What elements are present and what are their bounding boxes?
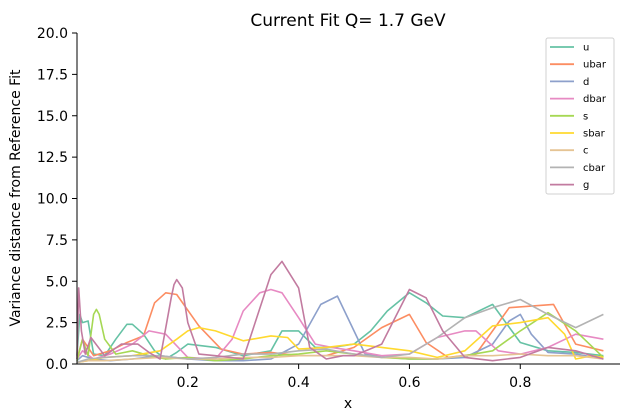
y-tick-label: 5.0: [46, 274, 68, 290]
y-tick-label: 2.5: [46, 316, 68, 332]
series-line-u: [76, 291, 604, 360]
x-tick-label: 0.2: [177, 375, 199, 391]
legend-label-sbar: sbar: [583, 129, 606, 140]
y-axis-label: Variance distance from Reference Fit: [8, 69, 24, 327]
y-tick-label: 17.5: [37, 67, 68, 83]
legend-label-c: c: [583, 146, 589, 157]
y-tick-label: 15.0: [37, 109, 68, 125]
x-axis-label: x: [344, 396, 352, 412]
legend-label-s: s: [583, 111, 588, 122]
y-tick-label: 0.0: [46, 357, 68, 373]
y-tick-label: 10.0: [37, 192, 68, 208]
y-tick-label: 20.0: [37, 26, 68, 42]
legend-label-cbar: cbar: [583, 163, 606, 174]
series-line-sbar: [76, 316, 604, 364]
legend: u ubar d dbar s sbar c cbar g: [545, 37, 615, 195]
y-tick-label: 7.5: [46, 233, 68, 249]
x-tick-label: 0.8: [509, 375, 531, 391]
legend-label-ubar: ubar: [583, 60, 607, 71]
series-line-c: [76, 353, 604, 364]
series-line-cbar: [76, 298, 604, 364]
x-axis-ticks: 0.2 0.4 0.6 0.8: [177, 364, 531, 391]
legend-frame: [545, 37, 615, 195]
series-layer: [76, 260, 604, 364]
series-line-ubar: [76, 291, 604, 360]
series-line-dbar: [76, 288, 604, 360]
y-tick-label: 12.5: [37, 150, 68, 166]
x-tick-label: 0.6: [398, 375, 420, 391]
chart-title: Current Fit Q= 1.7 GeV: [250, 11, 446, 31]
legend-label-dbar: dbar: [583, 94, 607, 105]
legend-label-d: d: [583, 77, 589, 88]
y-axis-ticks: 0.0 2.5 5.0 7.5 10.0 12.5 15.0 17.5 20.0: [37, 26, 77, 373]
legend-label-u: u: [583, 43, 589, 54]
legend-label-g: g: [583, 180, 589, 191]
series-line-g: [76, 260, 604, 362]
x-tick-label: 0.4: [287, 375, 309, 391]
